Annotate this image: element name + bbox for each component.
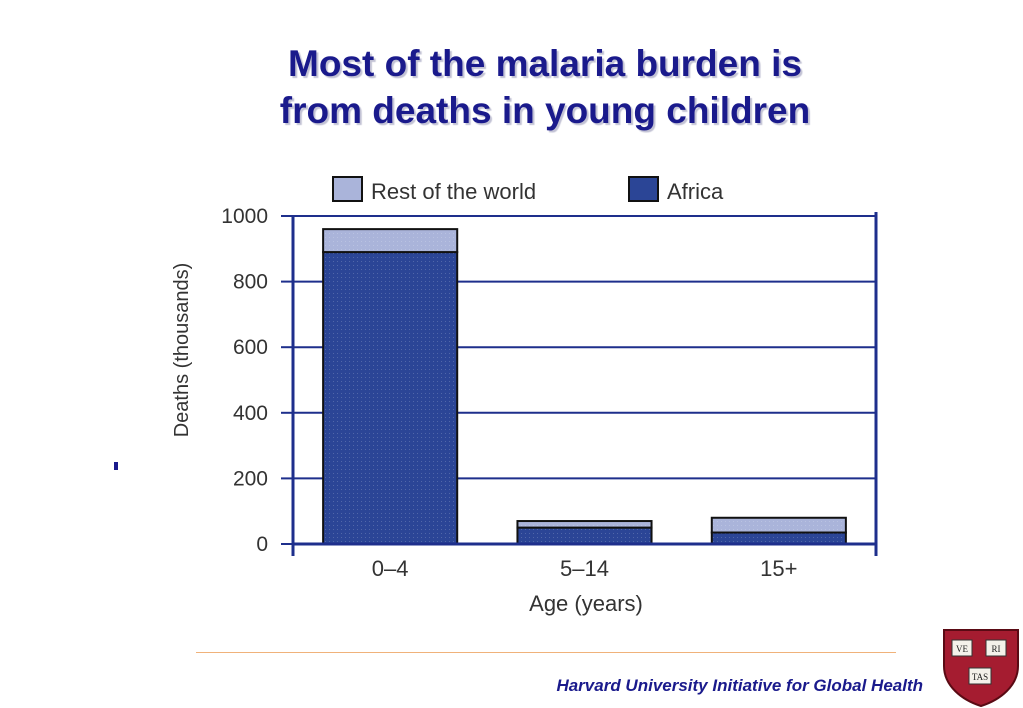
title-line-2: from deaths in young children — [279, 90, 811, 131]
svg-text:RI: RI — [992, 644, 1001, 654]
legend: Rest of the world Africa — [332, 176, 724, 204]
bullet-dot — [114, 462, 118, 470]
legend-swatch — [332, 176, 363, 202]
y-tick-label: 1000 — [221, 205, 268, 228]
y-axis-label: Deaths (thousands) — [171, 263, 193, 438]
slide-title: Most of the malaria burden is from death… — [0, 40, 1023, 134]
x-tick-label: 15+ — [760, 556, 797, 581]
x-tick-label: 5–14 — [560, 556, 609, 581]
bar-rest-of-the-world — [710, 516, 847, 534]
harvard-veritas-shield-icon: VE RI TAS — [943, 629, 1019, 708]
y-tick-label: 600 — [233, 336, 268, 359]
footer-divider — [196, 652, 896, 653]
bar-africa — [710, 531, 847, 546]
y-tick-label: 200 — [233, 467, 268, 490]
legend-label: Rest of the world — [371, 179, 536, 204]
bar-rest-of-the-world — [516, 520, 653, 529]
legend-label: Africa — [667, 179, 724, 204]
y-tick-label: 400 — [233, 402, 268, 425]
y-tick-label: 0 — [256, 533, 268, 556]
y-tick-labels: 0 200 400 600 800 1000 — [221, 205, 268, 556]
bar-group — [322, 228, 847, 546]
bar-africa — [516, 526, 653, 545]
title-line-1: Most of the malaria burden is — [288, 43, 802, 84]
svg-text:TAS: TAS — [972, 672, 988, 682]
x-axis-label: Age (years) — [529, 591, 643, 616]
footer-text: Harvard University Initiative for Global… — [556, 676, 923, 695]
legend-swatch — [628, 176, 659, 202]
x-tick-labels: 0–4 5–14 15+ — [372, 556, 798, 581]
malaria-deaths-chart: 0 200 400 600 800 1000 0–4 5–14 15+ Rest of the… — [171, 176, 878, 616]
x-tick-label: 0–4 — [372, 556, 409, 581]
y-tick-label: 800 — [233, 271, 268, 294]
svg-text:VE: VE — [956, 644, 968, 654]
bar-rest-of-the-world — [322, 228, 459, 254]
bar-africa — [322, 251, 459, 546]
axes — [281, 212, 878, 556]
